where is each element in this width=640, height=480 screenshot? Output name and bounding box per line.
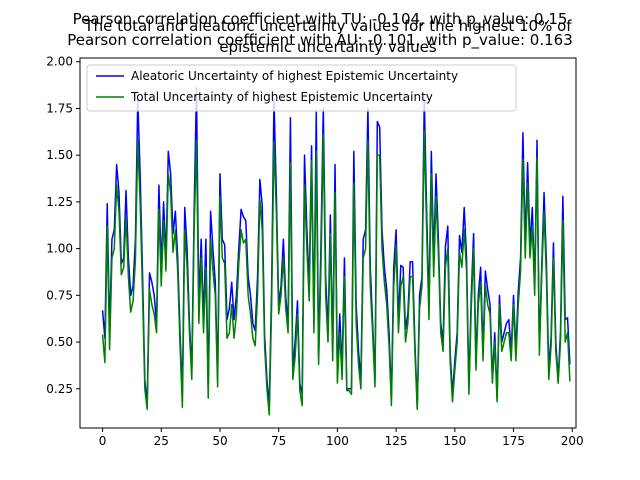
x-tick-label: 0: [99, 434, 107, 448]
x-tick-label: 200: [561, 434, 584, 448]
y-tick-label: 0.25: [46, 382, 73, 396]
series-layer: [101, 87, 571, 416]
series-line-total: [101, 130, 571, 416]
x-tick-label: 100: [326, 434, 349, 448]
y-tick-label: 0.75: [46, 288, 73, 302]
y-tick-label: 1.50: [46, 148, 73, 162]
x-axis-ticks: 0 25 50 75 100 125 150 175 200: [99, 428, 584, 448]
x-tick-label: 50: [212, 434, 227, 448]
x-tick-label: 75: [271, 434, 286, 448]
chart-title-line-3: Pearson correlation coefficient with AU:…: [67, 31, 572, 50]
y-tick-label: 0.50: [46, 335, 73, 349]
chart-title-line-4: epistemic uncertainty values: [219, 38, 437, 56]
y-axis-ticks: 0.25 0.50 0.75 1.00 1.25 1.50 1.75 2.00: [46, 55, 80, 396]
chart-title-line-2: The total and aleatoric uncertainty valu…: [83, 17, 572, 35]
x-tick-label: 125: [385, 434, 408, 448]
y-tick-label: 1.25: [46, 195, 73, 209]
legend-label-aleatoric: Aleatoric Uncertainty of highest Epistem…: [131, 69, 458, 83]
y-tick-label: 1.75: [46, 101, 73, 115]
x-tick-label: 150: [443, 434, 466, 448]
legend-label-total: Total Uncertainty of highest Epistemic U…: [130, 90, 433, 104]
y-tick-label: 2.00: [46, 55, 73, 69]
legend-box: [86, 64, 517, 112]
legend: Aleatoric Uncertainty of highest Epistem…: [86, 64, 517, 112]
x-tick-label: 175: [502, 434, 525, 448]
plot-frame: [79, 57, 577, 429]
x-tick-label: 25: [154, 434, 169, 448]
chart-title-line-1: Pearson correlation coefficient with TU:…: [73, 10, 568, 29]
y-tick-label: 1.00: [46, 242, 73, 256]
